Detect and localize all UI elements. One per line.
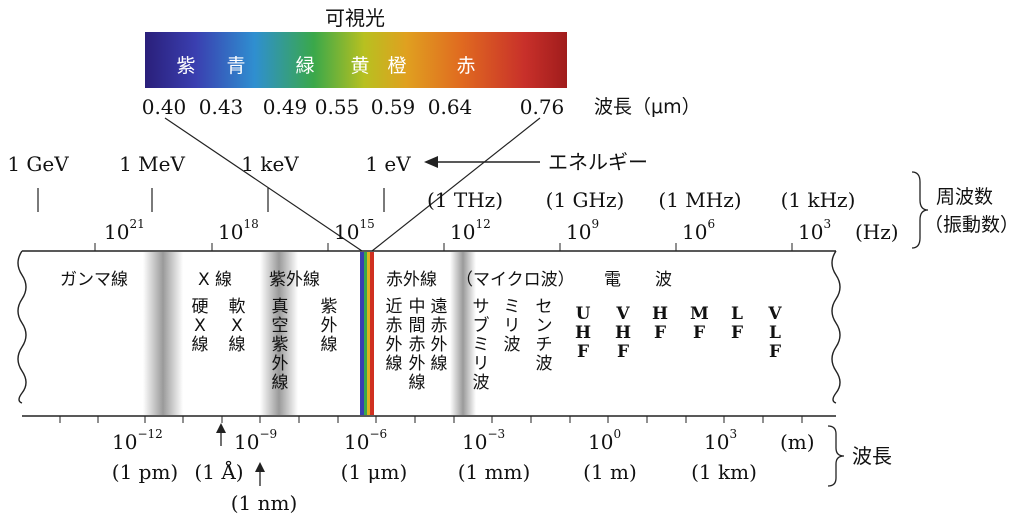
vis-wl-064: 0.64 [427, 95, 473, 119]
visible-wavelength-unit: 波長（μm） [594, 96, 701, 118]
band-submm: サブミリ波 [472, 297, 490, 393]
freq-tick-3: 103 [798, 217, 832, 244]
band-hf: HF [651, 304, 669, 343]
angstrom-arrow-head [216, 423, 226, 433]
energy-arrow-label: エネルギー [548, 150, 648, 174]
vis-wl-049: 0.49 [262, 95, 308, 119]
freq-tick-21: 1021 [104, 217, 145, 244]
freq-mhz: (1 MHz) [658, 188, 742, 212]
energy-gev: 1 GeV [7, 152, 69, 176]
band-vhf: VHF [614, 304, 632, 362]
visible-strip-violet [360, 252, 364, 415]
visible-strip-green [364, 252, 367, 415]
nm-arrow-head [255, 462, 265, 472]
band-xray: X 線 [198, 270, 233, 290]
gamma-xray-boundary [143, 252, 183, 415]
band-uv: 紫外線 [269, 270, 320, 290]
freq-tick-18: 1018 [218, 217, 259, 244]
wl-named-um: (1 μm) [340, 460, 408, 484]
wl-named-km: (1 km) [691, 460, 757, 484]
wl-named-m: (1 m) [583, 460, 637, 484]
energy-kev: 1 keV [241, 152, 299, 176]
visible-spectrum-bar [145, 32, 567, 88]
wl-named-nm: (1 nm) [230, 491, 298, 515]
xray-uv-boundary [260, 252, 298, 415]
freq-thz: (1 THz) [426, 188, 504, 212]
band-radio: 電 波 [604, 270, 672, 290]
wavelength-brace [827, 425, 845, 487]
band-mf: MF [690, 304, 709, 343]
freq-brace-label-1: 周波数 [936, 186, 994, 208]
wl-tick-m6: 10−6 [344, 427, 388, 454]
freq-tick-12: 1012 [450, 217, 491, 244]
band-microwave: （マイクロ波） [456, 270, 575, 290]
color-orange: 橙 [387, 55, 407, 77]
band-gamma: ガンマ線 [60, 270, 128, 290]
frequency-ticks [94, 243, 793, 251]
visible-title: 可視光 [325, 6, 385, 30]
frequency-brace [911, 171, 929, 249]
band-vacuum-uv: 真空紫外線 [271, 297, 289, 393]
band-uv-sub: 紫外線 [320, 297, 338, 355]
band-box-outline [17, 250, 841, 417]
freq-khz: (1 kHz) [780, 188, 856, 212]
band-lf: LF [730, 304, 744, 343]
color-violet: 紫 [176, 55, 196, 77]
band-hard-xray: 硬X線 [191, 297, 209, 355]
wl-named-pm: (1 pm) [111, 460, 179, 484]
vis-wl-040: 0.40 [141, 95, 187, 119]
color-green: 緑 [295, 55, 315, 77]
wl-tick-0: 100 [588, 427, 622, 454]
freq-tick-9: 109 [566, 217, 600, 244]
freq-unit: (Hz) [855, 220, 899, 244]
band-ir: 赤外線 [386, 270, 437, 290]
wl-tick-m9: 10−9 [234, 427, 278, 454]
band-mid-ir: 中間赤外線 [408, 297, 426, 393]
freq-tick-15: 1015 [334, 217, 375, 244]
band-near-ir: 近赤外線 [385, 297, 403, 374]
color-blue: 青 [226, 55, 246, 77]
band-cm: センチ波 [535, 297, 553, 374]
visible-strip-yellow [367, 252, 370, 415]
wl-tick-m12: 10−12 [112, 427, 163, 454]
band-mm: ミリ波 [503, 297, 521, 355]
band-vlf: VLF [768, 304, 782, 362]
energy-ev: 1 eV [365, 152, 411, 176]
wl-named-mm: (1 mm) [457, 460, 531, 484]
color-yellow: 黄 [350, 55, 370, 77]
vis-wl-055: 0.55 [314, 95, 360, 119]
vis-wl-043: 0.43 [198, 95, 244, 119]
wl-unit: (m) [780, 430, 815, 454]
visible-strip-red [370, 252, 374, 415]
energy-arrow-head [424, 156, 438, 168]
freq-tick-6: 106 [682, 217, 716, 244]
vis-wl-059: 0.59 [370, 95, 416, 119]
band-soft-xray: 軟X線 [228, 297, 246, 355]
band-far-ir: 遠赤外線 [430, 297, 448, 374]
color-red: 赤 [456, 55, 476, 77]
energy-mev: 1 MeV [119, 152, 185, 176]
freq-ghz: (1 GHz) [545, 188, 625, 212]
wl-tick-3: 103 [704, 427, 738, 454]
freq-brace-label-2: （振動数） [924, 214, 1018, 236]
wl-tick-m3: 10−3 [462, 427, 506, 454]
wavelength-ticks [59, 416, 803, 423]
wavelength-brace-label: 波長 [852, 444, 892, 468]
wl-named-angstrom: (1 Å) [194, 460, 244, 484]
ir-microwave-boundary [450, 252, 476, 415]
visible-connector-left [164, 117, 363, 252]
visible-connector-right [371, 117, 541, 252]
band-uhf: UHF [574, 304, 592, 362]
vis-wl-076: 0.76 [519, 95, 565, 119]
